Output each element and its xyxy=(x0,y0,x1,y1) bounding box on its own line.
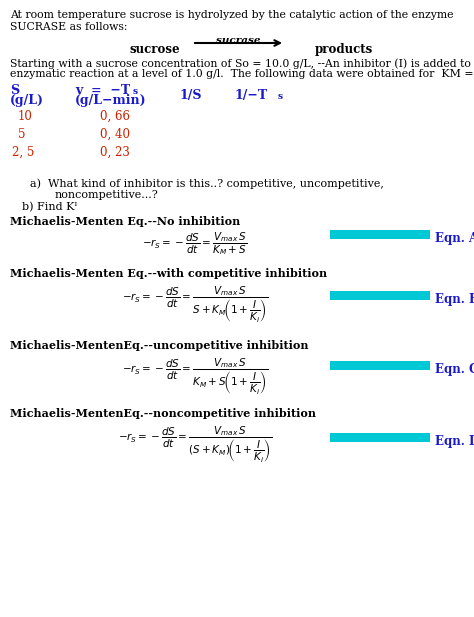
Text: $-r_S = -\dfrac{dS}{dt} = \dfrac{V_{max}\,S}{K_M + S\!\left(1+\dfrac{I}{K_i}\rig: $-r_S = -\dfrac{dS}{dt} = \dfrac{V_{max}… xyxy=(122,357,268,397)
Text: 0, 66: 0, 66 xyxy=(100,110,130,123)
Bar xyxy=(330,433,430,442)
Text: s: s xyxy=(278,92,283,101)
Text: 10: 10 xyxy=(18,110,33,123)
Text: Eqn. A: Eqn. A xyxy=(435,232,474,245)
Text: 1/S: 1/S xyxy=(180,89,202,102)
Text: $-r_S = -\dfrac{dS}{dt} = \dfrac{V_{max}\,S}{S + K_M\!\left(1+\dfrac{I}{K_i}\rig: $-r_S = -\dfrac{dS}{dt} = \dfrac{V_{max}… xyxy=(122,285,268,325)
Text: s: s xyxy=(133,87,138,96)
Text: a)  What kind of inhibitor is this..? competitive, uncompetitive,: a) What kind of inhibitor is this..? com… xyxy=(30,178,384,189)
Text: Eqn. D: Eqn. D xyxy=(435,435,474,448)
Text: Eqn. C: Eqn. C xyxy=(435,363,474,376)
Text: products: products xyxy=(315,43,373,56)
Text: 0, 23: 0, 23 xyxy=(100,146,130,159)
Text: Michaelis-MentenEq.--uncompetitive inhibition: Michaelis-MentenEq.--uncompetitive inhib… xyxy=(10,340,309,351)
Text: $-r_S = -\dfrac{dS}{dt} = \dfrac{V_{max}\,S}{K_M + S}$: $-r_S = -\dfrac{dS}{dt} = \dfrac{V_{max}… xyxy=(142,230,247,257)
Text: Michaelis-MentenEq.--noncompetitive inhibition: Michaelis-MentenEq.--noncompetitive inhi… xyxy=(10,408,316,419)
Bar xyxy=(330,361,430,370)
Text: $-r_S = -\dfrac{dS}{dt} = \dfrac{V_{max}\,S}{\left(S + K_M\right)\!\left(1+\dfra: $-r_S = -\dfrac{dS}{dt} = \dfrac{V_{max}… xyxy=(118,425,272,465)
Text: (g/L−min): (g/L−min) xyxy=(75,94,146,107)
Text: enzymatic reaction at a level of 1.0 g/l.  The following data were obtained for : enzymatic reaction at a level of 1.0 g/l… xyxy=(10,69,474,79)
Text: 0, 40: 0, 40 xyxy=(100,128,130,141)
Text: 5: 5 xyxy=(18,128,26,141)
Text: Starting with a sucrose concentration of So = 10.0 g/L, --An inhibitor (I) is ad: Starting with a sucrose concentration of… xyxy=(10,58,474,68)
Text: (g/L): (g/L) xyxy=(10,94,44,107)
Text: Michaelis-Menten Eq.--with competitive inhibition: Michaelis-Menten Eq.--with competitive i… xyxy=(10,268,327,279)
Text: S: S xyxy=(10,84,19,97)
Text: 2, 5: 2, 5 xyxy=(12,146,35,159)
Bar xyxy=(330,230,430,239)
Text: Michaelis-Menten Eq.--No inhibition: Michaelis-Menten Eq.--No inhibition xyxy=(10,216,240,227)
Text: noncompetitive...?: noncompetitive...? xyxy=(55,190,159,200)
Text: At room temperature sucrose is hydrolyzed by the catalytic action of the enzyme: At room temperature sucrose is hydrolyze… xyxy=(10,10,454,20)
Text: v  =  −T: v = −T xyxy=(75,84,130,97)
Text: Eqn. B: Eqn. B xyxy=(435,293,474,306)
Text: b) Find Kᴵ: b) Find Kᴵ xyxy=(22,202,77,212)
Text: sucrase: sucrase xyxy=(216,36,260,45)
Bar xyxy=(330,291,430,300)
Text: SUCRASE as follows:: SUCRASE as follows: xyxy=(10,22,128,32)
Text: 1/−T: 1/−T xyxy=(235,89,268,102)
Text: sucrose: sucrose xyxy=(130,43,180,56)
